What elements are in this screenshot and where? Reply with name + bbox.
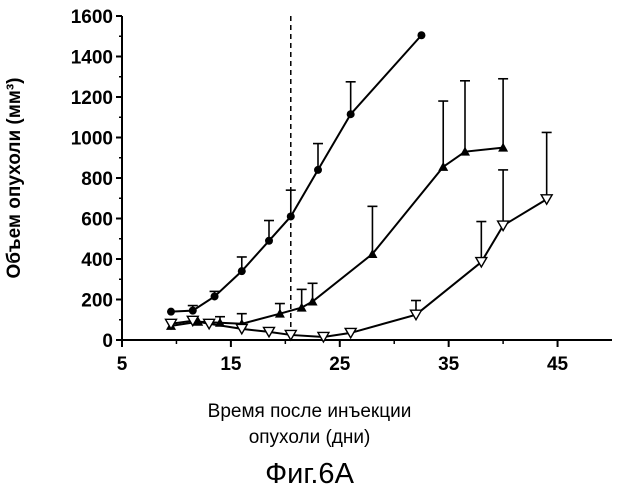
chart: 0 200 400 600 800 1000 1200 1400 1600 5 15 25 35 45 О… xyxy=(0,0,619,400)
data-point-circle xyxy=(347,110,355,118)
y-tick-label: 0 xyxy=(102,331,113,352)
data-point-triangle xyxy=(297,303,307,312)
y-tick-label: 1000 xyxy=(71,129,113,150)
data-point-circle xyxy=(314,166,322,174)
y-tick-label: 800 xyxy=(81,169,113,190)
x-tick-label: 15 xyxy=(220,354,242,375)
x-tick-label: 45 xyxy=(547,354,569,375)
x-tick-label: 5 xyxy=(117,354,128,375)
y-axis-title: Объем опухоли (мм³) xyxy=(4,78,25,279)
data-point-inverted-triangle xyxy=(498,221,509,231)
data-point-circle xyxy=(167,308,175,316)
series-inverted-triangles xyxy=(166,132,553,342)
series-circles xyxy=(167,31,425,315)
x-axis-title-line-1: Время после инъекции xyxy=(0,401,619,423)
y-tick-label: 1600 xyxy=(71,7,113,28)
x-tick-label: 35 xyxy=(438,354,460,375)
data-point-circle xyxy=(265,237,273,245)
y-tick-label: 400 xyxy=(81,250,113,271)
x-axis-title-line-2: опухоли (дни) xyxy=(0,427,619,449)
figure-title: Фиг.6А xyxy=(0,458,619,491)
series-line xyxy=(171,148,503,326)
data-point-circle xyxy=(417,31,425,39)
x-tick-label: 25 xyxy=(329,354,351,375)
y-tick-label: 1200 xyxy=(71,88,113,109)
data-marks xyxy=(166,31,553,342)
series-line xyxy=(171,199,547,337)
data-point-circle xyxy=(211,292,219,300)
y-tick-label: 200 xyxy=(81,291,113,312)
axes: 0 200 400 600 800 1000 1200 1400 1600 5 15 25 35 45 xyxy=(71,7,612,375)
data-point-circle xyxy=(287,212,295,220)
data-point-inverted-triangle xyxy=(541,195,552,205)
y-tick-label: 1400 xyxy=(71,48,113,69)
data-point-circle xyxy=(189,307,197,315)
data-point-circle xyxy=(238,267,246,275)
series-line xyxy=(171,35,421,311)
y-tick-label: 600 xyxy=(81,210,113,231)
